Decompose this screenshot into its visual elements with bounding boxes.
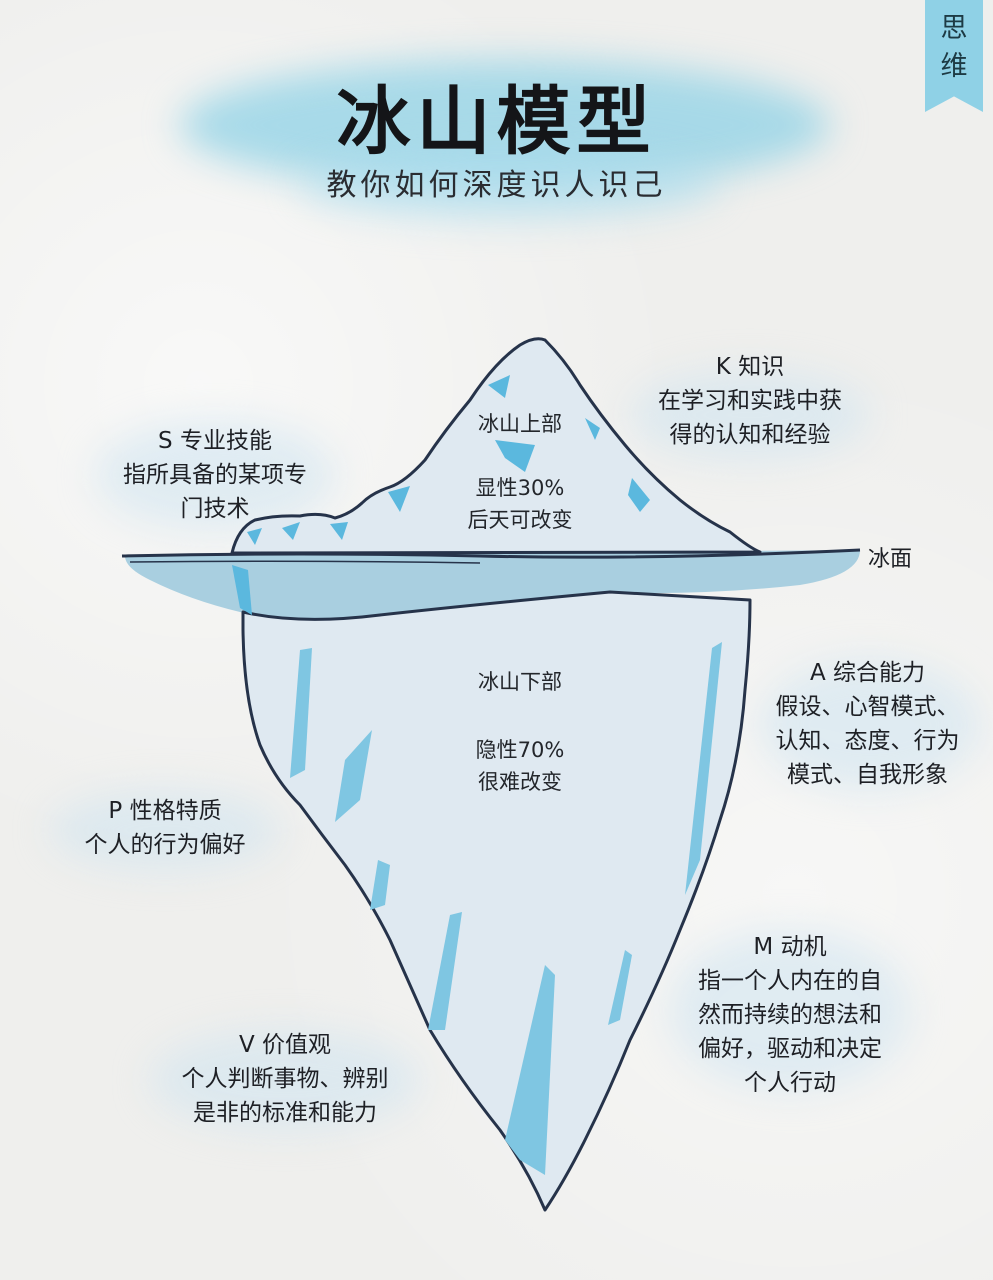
ice-shard — [628, 478, 650, 512]
label-skill-line: 门技术 — [180, 496, 250, 522]
label-wash-v — [150, 1030, 420, 1130]
ice-shard — [428, 912, 462, 1030]
lower-section-changeability: 很难改变 — [478, 770, 562, 794]
label-wash-s — [95, 420, 335, 530]
label-ability-line: 模式、自我形象 — [787, 762, 948, 788]
label-motivation: M 动机 指一个人内在的自 然而持续的想法和 偏好，驱动和决定 个人行动 — [665, 930, 915, 1100]
ice-shard — [585, 418, 600, 440]
label-values-heading: V 价值观 — [238, 1032, 332, 1058]
ice-shard — [388, 486, 410, 512]
ice-shard — [370, 860, 390, 910]
page-title: 冰山模型 — [336, 79, 657, 165]
label-skill-line: 指所具备的某项专 — [123, 462, 307, 488]
label-knowledge: K 知识 在学习和实践中获 得的认知和经验 — [630, 350, 870, 452]
label-motivation-line: 然而持续的想法和 — [698, 1002, 882, 1028]
ice-shard — [247, 528, 262, 545]
ice-shard — [335, 730, 372, 822]
upper-section-title: 冰山上部 — [478, 412, 562, 436]
water-surface-line — [121, 548, 861, 559]
ice-shard — [685, 642, 722, 895]
label-knowledge-line: 在学习和实践中获 — [658, 388, 842, 414]
water-surface-line-2 — [129, 560, 481, 564]
ice-shard — [505, 965, 555, 1175]
label-skill-heading: S 专业技能 — [158, 428, 272, 454]
upper-section-visible-percent: 显性30% — [475, 476, 565, 500]
label-values: V 价值观 个人判断事物、辨别 是非的标准和能力 — [150, 1028, 420, 1130]
water-surface-label: 冰面 — [868, 547, 913, 572]
ice-shard — [488, 375, 510, 398]
lower-section-hidden-percent: 隐性70% — [475, 738, 565, 762]
label-motivation-line: 偏好，驱动和决定 — [698, 1036, 882, 1062]
label-values-line: 是非的标准和能力 — [193, 1100, 377, 1126]
label-values-line: 个人判断事物、辨别 — [181, 1066, 389, 1092]
label-ability-line: 认知、态度、行为 — [775, 728, 960, 754]
label-wash-k — [630, 370, 870, 460]
label-wash-m — [670, 930, 910, 1090]
ice-shard — [330, 522, 348, 540]
corner-tag-char-1: 思 — [940, 13, 968, 44]
page-subtitle: 教你如何深度识人识己 — [326, 168, 667, 203]
corner-tag: 思 维 — [925, 0, 983, 112]
label-skill: S 专业技能 指所具备的某项专 门技术 — [95, 424, 335, 526]
corner-tag-char-2: 维 — [940, 51, 968, 82]
label-personality: P 性格特质 个人的行为偏好 — [50, 794, 280, 862]
ice-shard — [290, 648, 312, 778]
label-motivation-line: 个人行动 — [744, 1070, 836, 1096]
label-ability-heading: A 综合能力 — [809, 660, 926, 686]
ice-shard — [232, 565, 252, 615]
water-band — [125, 550, 860, 620]
label-wash-p — [50, 790, 280, 870]
label-motivation-heading: M 动机 — [753, 934, 827, 960]
ice-shard — [282, 522, 300, 540]
label-wash-a — [760, 660, 980, 790]
label-knowledge-line: 得的认知和经验 — [669, 422, 831, 448]
label-personality-line: 个人的行为偏好 — [84, 832, 246, 858]
label-knowledge-heading: K 知识 — [715, 354, 785, 380]
label-ability-line: 假设、心智模式、 — [775, 694, 960, 720]
lower-section-title: 冰山下部 — [478, 670, 562, 694]
label-ability: A 综合能力 假设、心智模式、 认知、态度、行为 模式、自我形象 — [755, 656, 980, 792]
subtitle-wash — [300, 150, 720, 220]
ice-shard — [495, 440, 535, 472]
label-motivation-line: 指一个人内在的自 — [698, 968, 882, 994]
iceberg-upper — [230, 337, 762, 555]
ice-shard — [608, 950, 632, 1025]
iceberg-lower — [241, 590, 752, 1212]
label-personality-heading: P 性格特质 — [108, 798, 222, 824]
upper-section-changeability: 后天可改变 — [467, 508, 573, 532]
